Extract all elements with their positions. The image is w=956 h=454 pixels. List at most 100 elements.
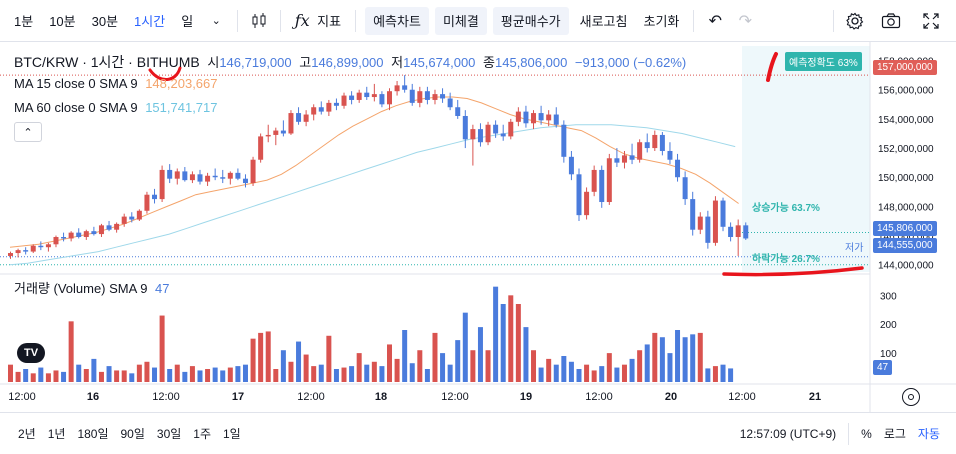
candle-body: [493, 124, 499, 134]
interval-10m[interactable]: 10분: [49, 14, 76, 29]
avg-buy-price-button[interactable]: 평균매수가: [492, 6, 569, 35]
undo-icon[interactable]: ↶: [708, 12, 723, 30]
candle-body: [265, 134, 271, 137]
ma15-legend[interactable]: MA 15 close 0 SMA 9 148,203,667: [14, 76, 222, 91]
volume-bar: [356, 353, 362, 382]
candle-body: [743, 225, 749, 239]
candle-body: [379, 94, 385, 105]
volume-bar: [349, 366, 355, 382]
divider: [848, 422, 850, 445]
camera-icon[interactable]: [876, 7, 906, 35]
price-tick-label: 144,000,000: [878, 261, 934, 272]
candle-body: [83, 231, 89, 238]
candle-body: [690, 199, 696, 230]
candle-body: [637, 142, 643, 160]
candle-body: [523, 111, 529, 124]
time-tick-label: 21: [809, 391, 821, 403]
candle-body: [538, 113, 544, 121]
time-tick-label: 12:00: [585, 391, 613, 403]
volume-bar: [584, 364, 590, 382]
time-tick-label: 20: [665, 391, 677, 403]
volume-legend[interactable]: 거래량 (Volume) SMA 9 47: [14, 278, 174, 297]
volume-bar: [485, 350, 491, 382]
range-1y[interactable]: 1년: [47, 427, 66, 441]
volume-bar: [318, 364, 324, 382]
candle-body: [735, 225, 741, 238]
range-1w[interactable]: 1주: [193, 427, 211, 441]
range-90d[interactable]: 90일: [120, 427, 145, 441]
reset-button[interactable]: 초기화: [643, 14, 680, 29]
divider: [693, 9, 695, 32]
down-probability-label: 하락가능 26.7%: [752, 254, 820, 265]
volume-bar: [720, 364, 726, 382]
ohlc-close: 145,806,000: [495, 55, 568, 70]
interval-day[interactable]: 일: [181, 14, 194, 29]
function-icon[interactable]: ƒx: [294, 11, 310, 30]
range-2y[interactable]: 2년: [18, 427, 36, 441]
auto-toggle[interactable]: 자동: [917, 427, 940, 441]
ohlc-close-label: 종: [483, 55, 495, 70]
candlestick-icon[interactable]: [244, 7, 274, 35]
candle-body: [53, 237, 59, 245]
candle-body: [531, 113, 537, 124]
volume-bar: [136, 364, 142, 382]
volume-bar: [508, 295, 514, 382]
candle-body: [159, 169, 165, 200]
range-1d[interactable]: 1일: [223, 427, 241, 441]
candle-body: [349, 95, 355, 100]
volume-tag: 47: [873, 360, 893, 375]
clock[interactable]: 12:57:09 (UTC+9): [739, 426, 837, 441]
candle-body: [220, 177, 226, 179]
volume-bar: [523, 327, 529, 382]
candle-body: [606, 158, 612, 203]
refresh-button[interactable]: 새로고침: [579, 14, 628, 29]
candle-body: [45, 244, 51, 248]
redo-icon[interactable]: ↷: [738, 12, 753, 30]
interval-30m[interactable]: 30분: [91, 14, 119, 29]
divider: [355, 9, 357, 32]
volume-bar: [690, 334, 696, 382]
volume-bar: [167, 369, 173, 382]
candle-body: [394, 85, 400, 92]
interval-1h[interactable]: 1시간: [134, 14, 166, 29]
volume-bar: [341, 367, 347, 382]
predict-chart-button[interactable]: 예측차트: [365, 6, 429, 35]
price-chart[interactable]: 158,000,000156,000,000154,000,000152,000…: [0, 42, 956, 412]
percent-toggle[interactable]: %: [861, 426, 872, 441]
volume-bar: [91, 358, 97, 382]
divider: [833, 9, 834, 32]
volume-bar: [394, 358, 400, 382]
volume-bar: [189, 366, 195, 382]
log-toggle[interactable]: 로그: [883, 427, 906, 441]
symbol-legend: BTC/KRW · 1시간 · BITHUMB 시146,719,000 고14…: [14, 52, 690, 72]
gear-icon[interactable]: [840, 7, 870, 35]
range-180d[interactable]: 180일: [77, 427, 109, 441]
volume-bar: [159, 315, 165, 382]
volume-bar: [697, 332, 703, 382]
collapse-legend-button[interactable]: ⌃: [14, 122, 42, 142]
volume-bar: [546, 358, 552, 382]
volume-bar: [531, 350, 537, 382]
candle-body: [447, 98, 453, 108]
volume-bar: [667, 353, 673, 382]
range-30d[interactable]: 30일: [156, 427, 182, 441]
candle-body: [712, 200, 718, 243]
open-orders-button[interactable]: 미체결: [434, 6, 487, 35]
interval-1m[interactable]: 1분: [14, 14, 34, 29]
axis-settings-icon[interactable]: [902, 388, 920, 406]
volume-tick-label: 100: [880, 349, 897, 360]
volume-bar: [705, 368, 711, 382]
volume-bar: [561, 356, 567, 382]
volume-bar: [637, 350, 643, 382]
candle-body: [212, 175, 218, 178]
volume-bar: [629, 358, 635, 382]
candle-body: [402, 85, 408, 90]
ma60-legend[interactable]: MA 60 close 0 SMA 9 151,741,717: [14, 100, 222, 115]
fullscreen-icon[interactable]: [916, 7, 946, 35]
candle-body: [462, 115, 468, 140]
price-tick-label: 148,000,000: [878, 202, 934, 213]
indicators-button[interactable]: 지표: [317, 14, 342, 29]
volume-bar: [614, 367, 620, 382]
chevron-down-icon[interactable]: ⌄: [211, 15, 221, 27]
volume-bar: [220, 370, 226, 382]
